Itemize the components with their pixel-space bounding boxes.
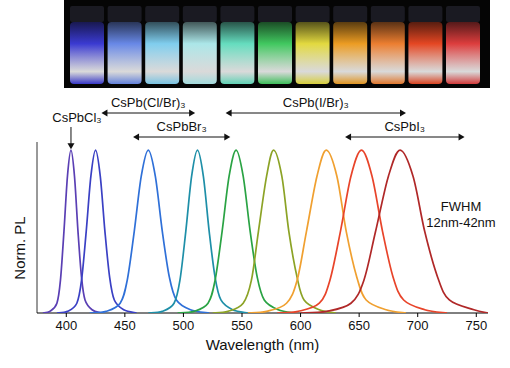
arrow-head xyxy=(67,143,74,149)
fwhm-note: 12nm-42nm xyxy=(426,215,495,230)
vial xyxy=(258,22,292,84)
x-tick xyxy=(359,313,360,317)
vial-cap xyxy=(408,6,442,22)
arrow-head xyxy=(459,134,465,141)
vial xyxy=(108,22,142,84)
arrow-head xyxy=(133,134,139,141)
x-tick xyxy=(242,313,243,317)
arrow-head xyxy=(189,110,195,117)
pl-curve xyxy=(148,150,248,313)
x-tick-label: 450 xyxy=(114,318,136,333)
x-tick xyxy=(476,313,477,317)
range-arrow xyxy=(228,113,404,114)
x-tick-label: 400 xyxy=(55,318,77,333)
annotation-label: CsPbCl₃ xyxy=(52,110,101,125)
annotation-label: CsPbI₃ xyxy=(384,119,425,134)
vial-cap xyxy=(446,6,480,22)
annotation-label: CsPbBr₃ xyxy=(157,119,207,134)
y-axis xyxy=(37,142,38,313)
x-tick-label: 500 xyxy=(173,318,195,333)
photo-background xyxy=(64,0,490,88)
x-tick-label: 750 xyxy=(465,318,487,333)
arrow-head xyxy=(345,134,351,141)
annotation-label: CsPb(Cl/Br)₃ xyxy=(111,95,186,110)
axes: 400 450 500 550 600 650 700 750 xyxy=(37,142,488,333)
vial xyxy=(333,22,367,84)
x-tick-label: 700 xyxy=(407,318,429,333)
vial xyxy=(408,22,442,84)
vial xyxy=(371,22,405,84)
x-axis-label: Wavelength (nm) xyxy=(206,336,320,353)
vial-cap xyxy=(220,6,254,22)
annotation-label: CsPb(I/Br)₃ xyxy=(283,95,349,110)
x-tick xyxy=(124,313,125,317)
arrow-head xyxy=(226,110,232,117)
range-arrow xyxy=(135,137,228,138)
vial-photo xyxy=(64,0,490,88)
annotations: CsPbCl₃ CsPb(Cl/Br)₃ CsPbBr₃ CsPb(I/Br)₃ CsP… xyxy=(52,95,495,230)
x-tick-label: 650 xyxy=(348,318,370,333)
x-tick xyxy=(300,313,301,317)
arrow-head xyxy=(224,134,230,141)
plot-area xyxy=(43,150,488,313)
x-tick-label: 550 xyxy=(231,318,253,333)
y-axis-label: Norm. PL xyxy=(11,216,28,279)
vial-cap xyxy=(258,6,292,22)
vial-cap xyxy=(108,6,142,22)
vial-cap xyxy=(145,6,179,22)
pl-curve xyxy=(178,150,295,313)
pl-curve xyxy=(43,150,102,313)
vial xyxy=(70,22,104,84)
vial xyxy=(220,22,254,84)
pl-curve xyxy=(277,150,447,313)
vial-cap xyxy=(183,6,217,22)
vial xyxy=(446,22,480,84)
vial xyxy=(145,22,179,84)
range-arrow xyxy=(103,113,193,114)
vial xyxy=(183,22,217,84)
x-tick xyxy=(66,313,67,317)
figure: 400 450 500 550 600 650 700 750 Wavelength (nm) N… xyxy=(0,0,510,368)
vial-cap xyxy=(371,6,405,22)
x-tick xyxy=(417,313,418,317)
range-arrow xyxy=(347,137,462,138)
vial-cap xyxy=(296,6,330,22)
x-tick xyxy=(183,313,184,317)
pl-curve xyxy=(301,150,488,313)
fwhm-note: FWHM xyxy=(441,199,481,214)
x-tick-label: 600 xyxy=(290,318,312,333)
vial-cap xyxy=(70,6,104,22)
vial xyxy=(296,22,330,84)
vial-cap xyxy=(333,6,367,22)
arrow-head xyxy=(101,110,107,117)
arrow-head xyxy=(400,110,406,117)
